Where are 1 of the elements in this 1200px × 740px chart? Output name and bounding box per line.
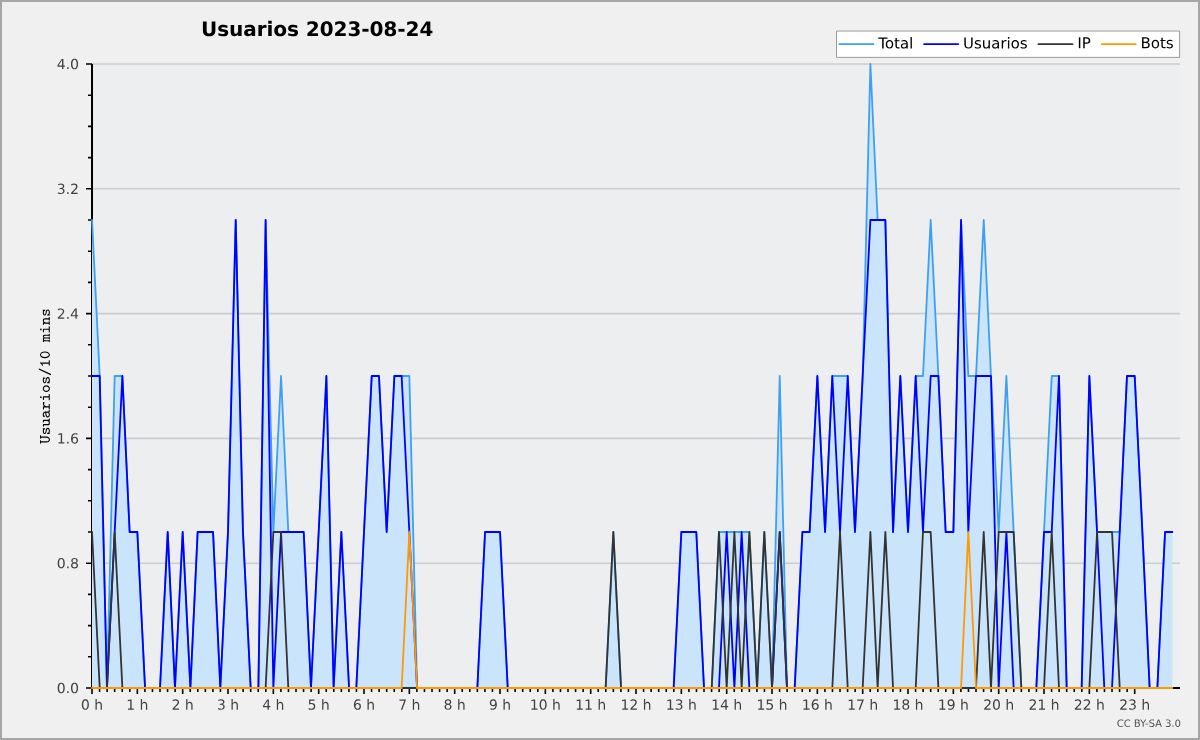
chart-title: Usuarios 2023-08-24 [202, 20, 433, 37]
